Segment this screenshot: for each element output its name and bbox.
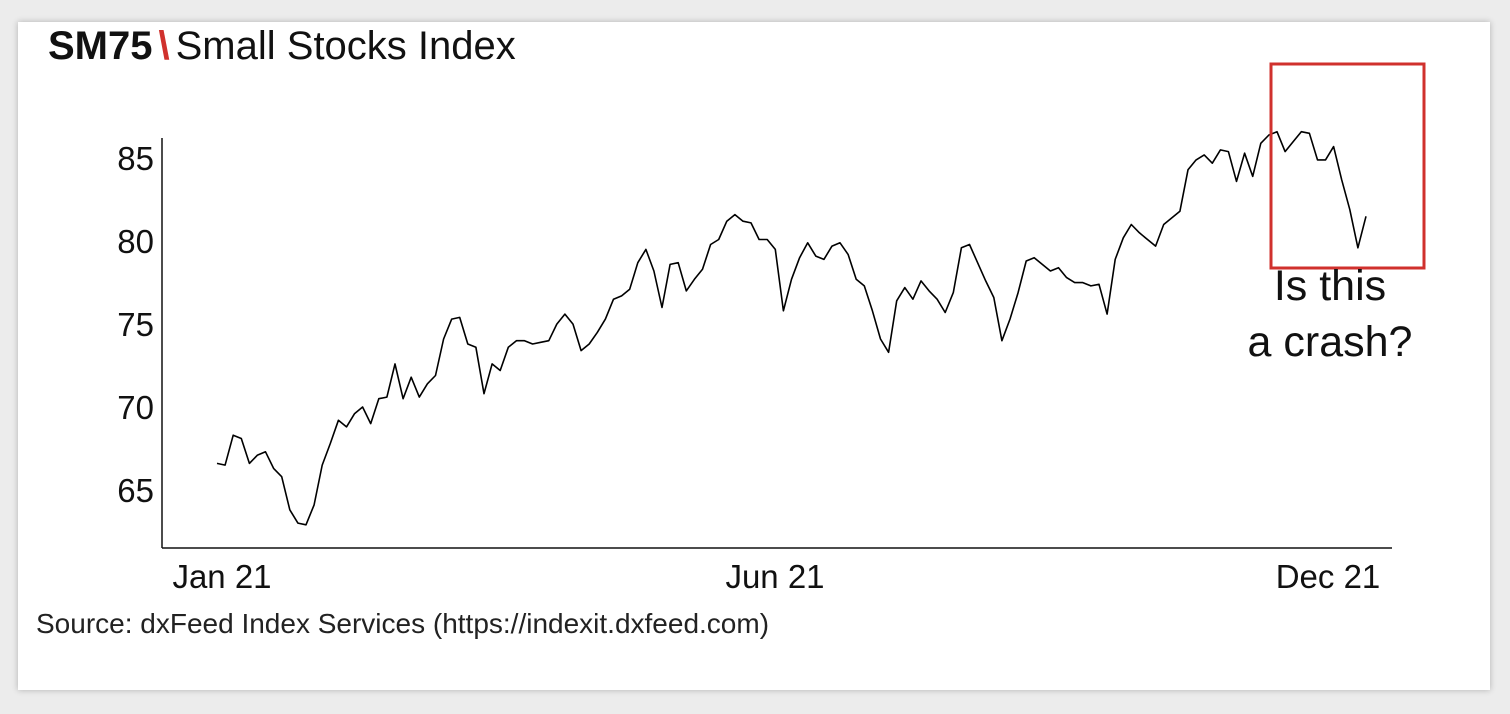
y-tick-label: 85 — [117, 140, 154, 177]
chart-title: SM75 \ Small Stocks Index — [48, 24, 516, 69]
series-line — [216, 130, 1367, 526]
annotation-line-1: Is this — [1273, 262, 1387, 310]
crash-annotation: Is this a crash? — [1220, 258, 1440, 370]
x-tick-label: Jun 21 — [725, 558, 824, 595]
x-tick-label: Jan 21 — [172, 558, 271, 595]
y-tick-label: 75 — [117, 306, 154, 343]
x-tick-label: Dec 21 — [1276, 558, 1381, 595]
source-note: Source: dxFeed Index Services (https://i… — [36, 608, 770, 639]
y-tick-label: 65 — [117, 472, 154, 509]
x-axis-ticks: Jan 21 Jun 21 Dec 21 — [172, 558, 1380, 595]
index-name: Small Stocks Index — [175, 24, 516, 68]
annotation-line-2: a crash? — [1247, 318, 1413, 366]
index-code: SM75 — [48, 24, 153, 68]
chart-card — [18, 22, 1490, 690]
chart-axes — [161, 138, 1392, 549]
y-tick-label: 80 — [117, 223, 154, 260]
title-separator: \ — [158, 24, 170, 68]
y-tick-label: 70 — [117, 389, 154, 426]
y-axis-ticks: 65 70 75 80 85 — [117, 140, 154, 509]
highlight-box — [1269, 62, 1426, 270]
